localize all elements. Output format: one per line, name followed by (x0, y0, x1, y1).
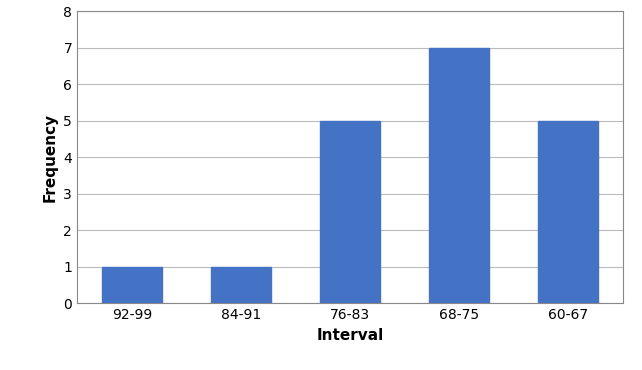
Bar (211, 267, 271, 303)
Bar (429, 48, 489, 303)
X-axis label: Interval: Interval (317, 328, 383, 343)
Bar (320, 121, 380, 303)
Bar (102, 267, 162, 303)
Bar (538, 121, 598, 303)
Y-axis label: Frequency: Frequency (43, 113, 58, 202)
